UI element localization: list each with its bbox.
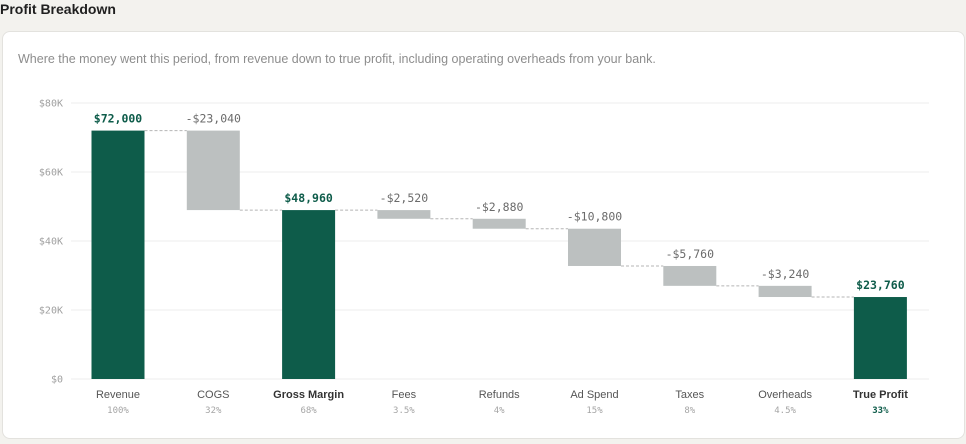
- value-label: -$5,760: [666, 247, 715, 261]
- percent-label: 100%: [107, 406, 129, 416]
- category-label: COGS: [197, 389, 229, 401]
- percent-label: 33%: [872, 406, 889, 416]
- category-label: Fees: [392, 389, 417, 401]
- chart-subtitle: Where the money went this period, from r…: [18, 52, 656, 66]
- value-label: $72,000: [94, 112, 143, 126]
- value-label: -$10,800: [567, 210, 622, 224]
- chart-card: Where the money went this period, from r…: [2, 31, 965, 439]
- value-label: -$23,040: [186, 112, 241, 126]
- y-tick-label: $20K: [39, 306, 63, 317]
- percent-labels: 100% 32% 68% 3.5% 4% 15% 8% 4.5% 33%: [107, 406, 889, 416]
- value-label: $48,960: [284, 191, 333, 205]
- percent-label: 3.5%: [393, 406, 415, 416]
- y-tick-labels: $0 $20K $40K $60K $80K: [39, 99, 63, 386]
- connector-lines: [144, 130, 854, 298]
- category-label: Ad Spend: [570, 389, 618, 401]
- value-label: -$3,240: [761, 267, 810, 281]
- category-label: Revenue: [96, 389, 140, 401]
- bar-ad-spend: [568, 228, 621, 266]
- bars: [91, 130, 907, 379]
- category-label: Taxes: [675, 389, 704, 401]
- bar-overheads: [758, 285, 812, 298]
- bar-revenue: [91, 130, 145, 379]
- percent-label: 4%: [494, 406, 505, 416]
- value-label: $23,760: [856, 278, 905, 292]
- percent-label: 68%: [300, 406, 317, 416]
- y-tick-label: $40K: [39, 237, 63, 248]
- bar-taxes: [663, 265, 717, 286]
- page-title: Profit Breakdown: [0, 1, 116, 17]
- value-label: -$2,520: [380, 191, 429, 205]
- y-tick-label: $0: [51, 375, 63, 386]
- bar-refunds: [472, 218, 526, 229]
- y-tick-label: $60K: [39, 168, 63, 179]
- percent-label: 8%: [684, 406, 695, 416]
- category-labels: Revenue COGS Gross Margin Fees Refunds Ad Spe…: [96, 389, 908, 401]
- value-label: -$2,880: [475, 200, 524, 214]
- percent-label: 15%: [586, 406, 603, 416]
- percent-label: 32%: [205, 406, 222, 416]
- bar-gross-margin: [282, 210, 336, 379]
- category-label: Refunds: [479, 389, 520, 401]
- bar-true-profit: [853, 297, 907, 379]
- y-tick-label: $80K: [39, 99, 63, 110]
- category-label: Gross Margin: [273, 389, 344, 401]
- bar-fees: [377, 210, 431, 219]
- category-label: Overheads: [758, 389, 812, 401]
- bar-cogs: [186, 130, 240, 211]
- percent-label: 4.5%: [774, 406, 796, 416]
- value-labels: $72,000 -$23,040 $48,960 -$2,520 -$2,880 -$10…: [94, 112, 905, 292]
- category-label: True Profit: [853, 389, 908, 401]
